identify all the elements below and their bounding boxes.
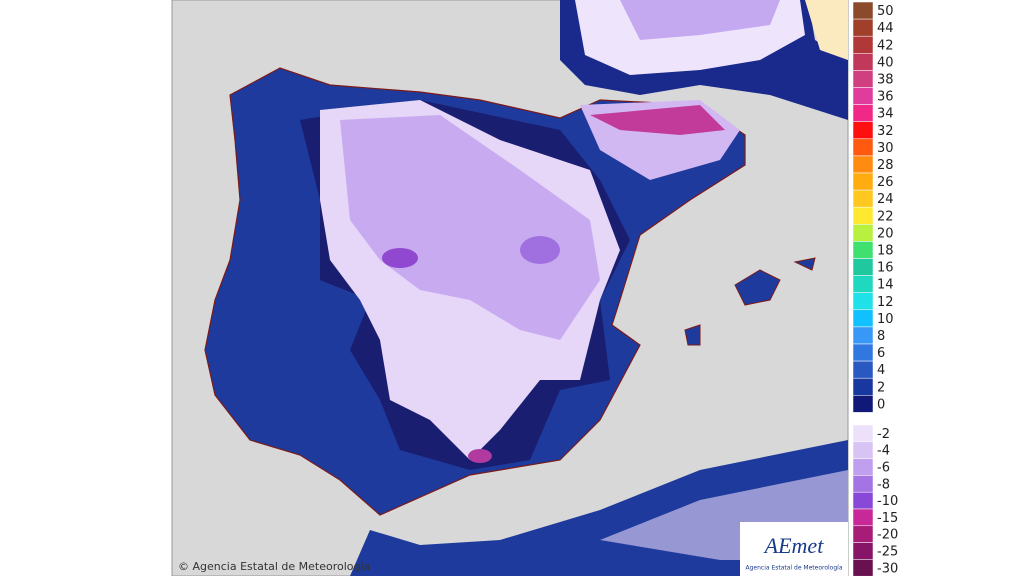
- legend-swatch: [852, 491, 874, 510]
- credit: © Agencia Estatal de Meteorología: [178, 560, 370, 573]
- legend-label: 20: [877, 226, 894, 241]
- legend-label: 22: [877, 209, 894, 224]
- legend-swatch: [852, 53, 874, 71]
- legend-label: -30: [877, 561, 898, 576]
- legend-swatch: [852, 441, 874, 459]
- legend-swatch: [852, 121, 874, 140]
- legend-swatch: [852, 424, 874, 443]
- legend-swatch: [852, 343, 874, 362]
- legend-label: -8: [877, 477, 890, 492]
- legend-label: -6: [877, 461, 890, 476]
- legend-swatch: [852, 326, 874, 345]
- france-cold2: [620, 0, 780, 40]
- legend-swatch: [852, 559, 874, 576]
- legend-label: 42: [877, 38, 894, 53]
- interior-colder: [340, 115, 600, 340]
- legend-label: 30: [877, 141, 894, 156]
- legend-swatch: [852, 87, 874, 105]
- legend-label: 4: [877, 363, 885, 378]
- legend-swatch: [852, 224, 874, 242]
- logo-name: AEmet: [763, 533, 825, 558]
- legend-swatch: [852, 241, 874, 259]
- legend-label: 32: [877, 124, 894, 139]
- legend-label: 26: [877, 175, 894, 190]
- logo-subtitle: Agencia Estatal de Meteorología: [746, 565, 843, 572]
- legend-swatch: [852, 377, 874, 396]
- legend-label: -2: [877, 427, 890, 442]
- legend-label: 12: [877, 295, 894, 310]
- legend-swatch: [852, 292, 874, 311]
- legend-swatch: [852, 70, 874, 88]
- legend-label: -20: [877, 528, 898, 543]
- legend-label: 8: [877, 329, 885, 344]
- legend-label: 0: [877, 397, 885, 412]
- legend-label: 16: [877, 261, 894, 276]
- legend-label: 34: [877, 107, 894, 122]
- legend-swatch: [852, 138, 874, 157]
- legend-label: 36: [877, 90, 894, 105]
- logo-box: [740, 522, 848, 576]
- legend-label: 24: [877, 192, 894, 207]
- legend-label: -15: [877, 511, 898, 526]
- sierra-nevada: [468, 449, 492, 463]
- land-east: [805, 0, 848, 60]
- gredos: [382, 248, 418, 268]
- legend-swatch: [852, 309, 874, 328]
- legend: 5044424038363432302826242220181614121086…: [852, 1, 898, 576]
- legend-swatch: [852, 360, 874, 379]
- legend-label: 28: [877, 158, 894, 173]
- legend-swatch: [852, 525, 874, 543]
- legend-swatch: [852, 458, 874, 476]
- legend-label: 38: [877, 72, 894, 87]
- legend-swatch: [852, 508, 874, 527]
- legend-swatch: [852, 104, 874, 122]
- legend-label: -10: [877, 494, 898, 509]
- iberian-system: [520, 236, 560, 264]
- legend-label: 50: [877, 4, 894, 19]
- legend-label: 40: [877, 55, 894, 70]
- legend-swatch: [852, 395, 874, 413]
- legend-swatch: [852, 1, 874, 20]
- legend-label: 6: [877, 346, 885, 361]
- legend-swatch: [852, 258, 874, 276]
- legend-label: -25: [877, 545, 898, 560]
- map: © Agencia Estatal de Meteorología AEmet …: [171, 0, 849, 576]
- legend-swatch: [852, 206, 874, 225]
- legend-swatch: [852, 475, 874, 493]
- legend-swatch: [852, 172, 874, 191]
- legend-label: 10: [877, 312, 894, 327]
- legend-swatch: [852, 155, 874, 174]
- legend-label: 14: [877, 278, 894, 293]
- legend-label: 44: [877, 21, 894, 36]
- legend-label: 18: [877, 243, 894, 258]
- balearic: [684, 257, 816, 346]
- legend-swatch: [852, 275, 874, 293]
- legend-swatch: [852, 35, 874, 54]
- legend-label: -4: [877, 444, 890, 459]
- legend-swatch: [852, 189, 874, 208]
- legend-swatch: [852, 542, 874, 560]
- legend-label: 2: [877, 380, 885, 395]
- legend-swatch: [852, 18, 874, 37]
- pyrenees: [590, 105, 725, 135]
